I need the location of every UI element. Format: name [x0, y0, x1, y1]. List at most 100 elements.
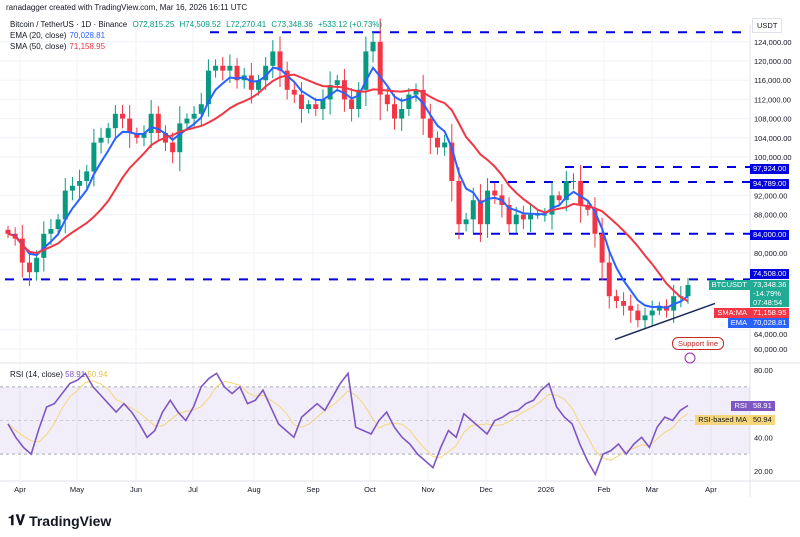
candle: [127, 104, 133, 149]
candle-body: [105, 128, 111, 138]
high-value: H74,509.52: [179, 20, 221, 29]
candle-body: [399, 109, 405, 119]
price-tick-label: 112,000.00: [754, 95, 791, 104]
candle: [477, 184, 483, 242]
time-tick-label: Apr: [14, 485, 26, 494]
candle: [363, 36, 369, 107]
candle: [19, 224, 25, 278]
candle: [105, 122, 111, 144]
price-tick-label: 64,000.00: [754, 330, 787, 339]
candle-body: [227, 65, 233, 71]
time-tick-label: Sep: [306, 485, 319, 494]
candle-body: [349, 99, 355, 109]
sma-line[interactable]: [7, 73, 689, 303]
candle-body: [427, 118, 433, 138]
price-tick-label: 60,000.00: [754, 345, 787, 354]
candle-body: [213, 65, 219, 71]
candle-body: [263, 65, 269, 81]
candle: [399, 97, 405, 132]
lightning-event-icon[interactable]: [684, 352, 696, 364]
candle: [635, 304, 641, 328]
candle: [220, 56, 226, 81]
currency-label[interactable]: USDT: [752, 18, 783, 33]
candle: [284, 61, 290, 100]
candle: [392, 94, 398, 130]
candle: [427, 103, 433, 155]
time-tick-label: Oct: [364, 485, 377, 494]
candle-body: [506, 205, 512, 225]
rsi-line[interactable]: [7, 371, 689, 477]
candle-body: [456, 181, 462, 225]
time-tick-label: Nov: [421, 485, 435, 494]
price-tick-label: 88,000.00: [754, 211, 787, 220]
candle-body: [363, 51, 369, 90]
support-line-label[interactable]: Support line: [672, 337, 725, 350]
candle-body: [291, 89, 297, 95]
candle-body: [477, 200, 483, 225]
candle: [384, 88, 390, 112]
candle-body: [570, 181, 576, 182]
candle: [485, 178, 491, 238]
candle-body: [599, 233, 605, 263]
candle-body: [48, 229, 54, 234]
candle-body: [628, 305, 634, 311]
time-tick-label: May: [70, 485, 84, 494]
level-tag-94789: 94,789.00: [750, 179, 790, 189]
candle-body: [463, 219, 469, 225]
price-tick-label: 124,000.00: [754, 38, 792, 47]
candle: [291, 82, 297, 104]
candle: [377, 18, 383, 121]
time-tick-label: Aug: [247, 485, 260, 494]
candle-body: [170, 142, 176, 153]
rsi-tick-label: 40.00: [754, 433, 773, 442]
support-trendline[interactable]: [614, 302, 716, 341]
candle-body: [334, 80, 340, 85]
rsi-ma-value: 50.94: [87, 370, 108, 379]
candle: [77, 169, 83, 199]
candle-body: [77, 181, 83, 186]
sma-label[interactable]: SMA (50, close): [10, 42, 67, 51]
ema-tag: EMA: [727, 318, 750, 328]
ema-label[interactable]: EMA (20, close): [10, 31, 67, 40]
candle: [298, 82, 304, 123]
candle: [449, 124, 455, 202]
time-tick-label: Feb: [598, 485, 611, 494]
rsi-label[interactable]: RSI (14, close): [10, 370, 63, 379]
candle-body: [220, 65, 226, 71]
candle: [120, 104, 126, 129]
rsi-ma-tag: RSI-based MA: [695, 415, 750, 425]
time-tick-label: 2026: [538, 485, 555, 494]
candle-body: [234, 65, 240, 81]
candle: [55, 214, 61, 235]
candle-body: [112, 113, 118, 129]
candle-body: [520, 214, 526, 220]
candle-body: [155, 113, 161, 133]
candle-body: [585, 205, 591, 210]
candle-body: [356, 89, 362, 109]
candle-body: [306, 104, 312, 109]
ema-line[interactable]: [7, 66, 689, 310]
price-tick-label: 80,000.00: [754, 249, 787, 258]
candle: [621, 292, 627, 316]
tradingview-logo[interactable]: 𝟏𝐕 TradingView: [8, 512, 111, 529]
candle: [442, 134, 448, 156]
candle-body: [635, 310, 641, 321]
candle-body: [492, 190, 498, 196]
candle-body: [41, 233, 47, 258]
low-value: L72,270.41: [226, 20, 267, 29]
rsi-ma-line[interactable]: [7, 380, 689, 461]
candle: [370, 31, 376, 63]
price-tick-label: 100,000.00: [754, 153, 792, 162]
candle-body: [592, 209, 598, 234]
bar-countdown: 07:48:54: [753, 298, 783, 307]
candle: [463, 212, 469, 232]
candle-body: [485, 190, 491, 225]
candle-body: [84, 171, 90, 181]
candle: [456, 167, 462, 240]
candle: [41, 221, 47, 272]
open-value: O72,815.25: [132, 20, 175, 29]
level-tag-97924: 97,924.00: [750, 164, 790, 174]
symbol-title[interactable]: Bitcoin / TetherUS · 1D · Binance: [10, 20, 128, 29]
